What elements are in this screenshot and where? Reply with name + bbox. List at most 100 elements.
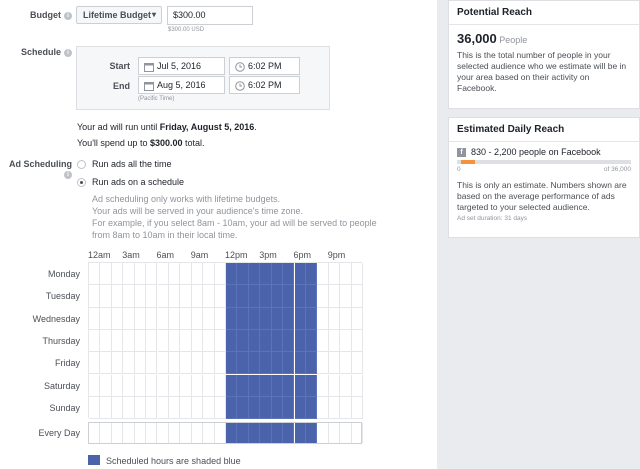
schedule-cell[interactable]	[328, 285, 341, 308]
schedule-cell[interactable]	[157, 329, 169, 353]
schedule-cell[interactable]	[294, 329, 306, 353]
schedule-cell[interactable]	[305, 374, 318, 397]
schedule-cell[interactable]	[191, 285, 204, 308]
schedule-cell[interactable]	[340, 263, 352, 286]
schedule-cell[interactable]	[271, 374, 284, 397]
schedule-cell[interactable]	[100, 263, 112, 286]
schedule-cell[interactable]	[271, 307, 284, 330]
start-time-field[interactable]: 6:02 PM	[229, 57, 300, 75]
schedule-cell[interactable]	[328, 352, 341, 375]
schedule-cell[interactable]	[237, 374, 249, 397]
schedule-cell[interactable]	[271, 285, 284, 308]
schedule-cell[interactable]	[203, 374, 215, 397]
schedule-grid[interactable]	[88, 262, 363, 420]
schedule-cell[interactable]	[214, 307, 226, 330]
schedule-cell[interactable]	[111, 352, 124, 375]
schedule-cell[interactable]	[180, 329, 192, 353]
schedule-cell[interactable]	[134, 329, 147, 353]
schedule-cell[interactable]	[123, 329, 135, 353]
schedule-cell[interactable]	[283, 352, 295, 375]
schedule-cell[interactable]	[168, 285, 181, 308]
schedule-cell[interactable]	[351, 263, 363, 286]
every-day-cell[interactable]	[317, 423, 329, 443]
schedule-cell[interactable]	[294, 374, 306, 397]
schedule-cell[interactable]	[157, 285, 169, 308]
every-day-cell[interactable]	[89, 423, 101, 443]
every-day-cell[interactable]	[237, 423, 249, 443]
schedule-cell[interactable]	[89, 374, 101, 397]
every-day-cell[interactable]	[146, 423, 158, 443]
schedule-cell[interactable]	[351, 285, 363, 308]
schedule-cell[interactable]	[351, 396, 363, 420]
schedule-cell[interactable]	[294, 352, 306, 375]
schedule-cell[interactable]	[328, 329, 341, 353]
schedule-cell[interactable]	[146, 263, 158, 286]
schedule-cell[interactable]	[100, 374, 112, 397]
schedule-cell[interactable]	[111, 329, 124, 353]
schedule-cell[interactable]	[100, 307, 112, 330]
schedule-cell[interactable]	[168, 329, 181, 353]
schedule-cell[interactable]	[191, 374, 204, 397]
schedule-cell[interactable]	[157, 352, 169, 375]
schedule-cell[interactable]	[305, 263, 318, 286]
schedule-cell[interactable]	[89, 329, 101, 353]
schedule-cell[interactable]	[260, 352, 272, 375]
schedule-cell[interactable]	[111, 396, 124, 420]
schedule-cell[interactable]	[168, 352, 181, 375]
schedule-cell[interactable]	[203, 285, 215, 308]
schedule-cell[interactable]	[180, 396, 192, 420]
schedule-cell[interactable]	[89, 352, 101, 375]
schedule-cell[interactable]	[271, 329, 284, 353]
schedule-cell[interactable]	[134, 374, 147, 397]
schedule-cell[interactable]	[89, 263, 101, 286]
schedule-cell[interactable]	[294, 285, 306, 308]
schedule-cell[interactable]	[157, 374, 169, 397]
schedule-cell[interactable]	[340, 374, 352, 397]
schedule-cell[interactable]	[226, 374, 238, 397]
schedule-cell[interactable]	[317, 263, 329, 286]
budget-amount-input[interactable]: $300.00	[167, 6, 253, 25]
schedule-cell[interactable]	[340, 307, 352, 330]
every-day-cell[interactable]	[100, 423, 112, 443]
schedule-cell[interactable]	[89, 285, 101, 308]
schedule-cell[interactable]	[328, 307, 341, 330]
schedule-cell[interactable]	[146, 396, 158, 420]
schedule-cell[interactable]	[283, 374, 295, 397]
schedule-cell[interactable]	[203, 396, 215, 420]
budget-type-dropdown[interactable]: Lifetime Budget ▾	[76, 6, 162, 24]
schedule-cell[interactable]	[260, 329, 272, 353]
schedule-cell[interactable]	[89, 307, 101, 330]
radio-run-on-schedule[interactable]	[77, 178, 86, 187]
schedule-cell[interactable]	[351, 374, 363, 397]
every-day-cell[interactable]	[169, 423, 181, 443]
schedule-cell[interactable]	[168, 374, 181, 397]
info-icon[interactable]: i	[64, 11, 72, 20]
schedule-cell[interactable]	[226, 285, 238, 308]
schedule-cell[interactable]	[180, 307, 192, 330]
schedule-cell[interactable]	[317, 329, 329, 353]
schedule-cell[interactable]	[248, 374, 261, 397]
schedule-cell[interactable]	[180, 263, 192, 286]
schedule-cell[interactable]	[305, 396, 318, 420]
schedule-cell[interactable]	[100, 352, 112, 375]
schedule-cell[interactable]	[317, 352, 329, 375]
schedule-cell[interactable]	[237, 352, 249, 375]
schedule-cell[interactable]	[260, 285, 272, 308]
schedule-cell[interactable]	[146, 352, 158, 375]
schedule-cell[interactable]	[237, 396, 249, 420]
every-day-cell[interactable]	[340, 423, 352, 443]
every-day-cell[interactable]	[271, 423, 284, 443]
schedule-cell[interactable]	[317, 307, 329, 330]
schedule-cell[interactable]	[248, 285, 261, 308]
schedule-cell[interactable]	[203, 352, 215, 375]
radio-run-all-time[interactable]	[77, 160, 86, 169]
every-day-cell[interactable]	[260, 423, 272, 443]
schedule-cell[interactable]	[294, 307, 306, 330]
schedule-cell[interactable]	[123, 352, 135, 375]
schedule-cell[interactable]	[237, 263, 249, 286]
schedule-cell[interactable]	[111, 307, 124, 330]
every-day-row[interactable]	[88, 422, 363, 444]
schedule-cell[interactable]	[214, 396, 226, 420]
schedule-cell[interactable]	[226, 352, 238, 375]
schedule-cell[interactable]	[305, 329, 318, 353]
